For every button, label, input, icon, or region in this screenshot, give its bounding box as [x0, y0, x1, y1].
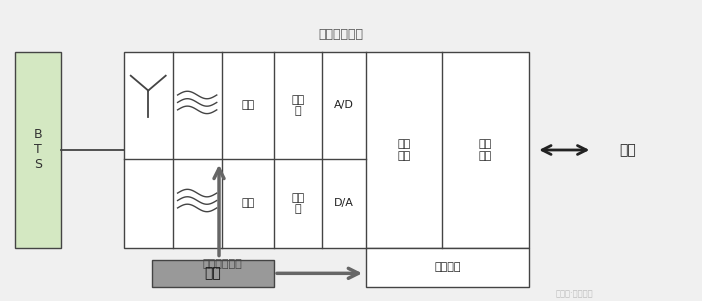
- Bar: [152, 260, 274, 287]
- Text: 衰减: 衰减: [241, 198, 255, 209]
- Text: 光纤: 光纤: [619, 143, 635, 157]
- Text: 下变
频: 下变 频: [291, 95, 305, 116]
- Bar: [15, 52, 61, 248]
- Text: A/D: A/D: [334, 101, 354, 110]
- Text: D/A: D/A: [334, 198, 354, 209]
- Text: 数字处理单元: 数字处理单元: [318, 28, 363, 41]
- Text: 滤波衰减单元: 滤波衰减单元: [203, 259, 243, 269]
- Text: 数字
处理: 数字 处理: [397, 139, 411, 161]
- Text: 传输
单元: 传输 单元: [479, 139, 492, 161]
- Text: 上变
频: 上变 频: [291, 193, 305, 214]
- Text: 衰减: 衰减: [241, 101, 255, 110]
- Bar: [124, 52, 529, 248]
- Text: 电源: 电源: [204, 266, 221, 280]
- Bar: [366, 248, 529, 287]
- Text: B
T
S: B T S: [34, 129, 42, 172]
- Text: 公众号·嗨对讲机: 公众号·嗨对讲机: [556, 290, 594, 299]
- Text: 监控单元: 监控单元: [435, 262, 461, 272]
